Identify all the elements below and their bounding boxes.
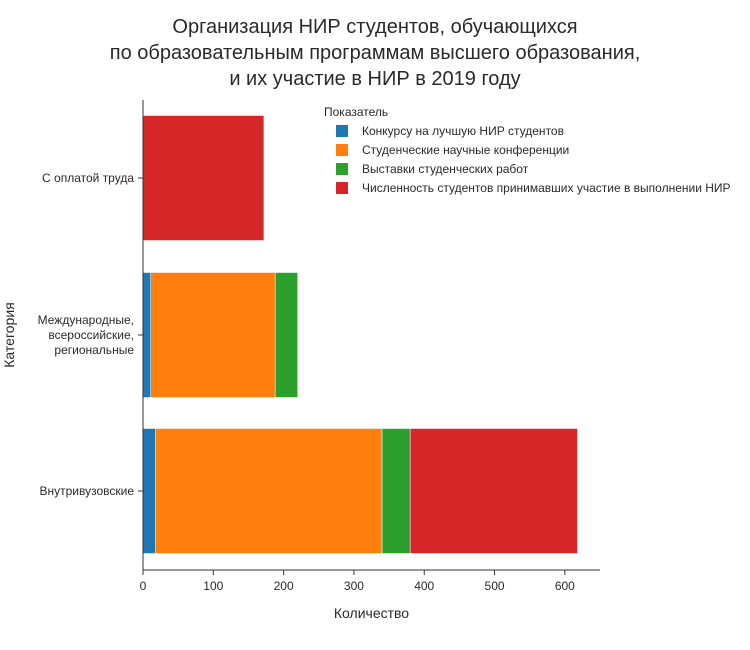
y-tick-label: всероссийские,: [48, 328, 134, 342]
x-tick-label: 200: [274, 579, 294, 593]
legend-swatch: [336, 125, 348, 137]
x-tick-label: 400: [414, 579, 434, 593]
bar-segment: [155, 428, 383, 554]
legend-swatch: [336, 163, 348, 175]
legend: Показатель Конкурсу на лучшую НИР студент…: [324, 105, 731, 195]
legend-swatch: [336, 144, 348, 156]
x-tick-label: 500: [485, 579, 505, 593]
bar-segment: [381, 428, 411, 554]
bar-segment: [274, 272, 298, 398]
bars-group: [142, 115, 578, 554]
legend-label: Студенческие научные конференции: [362, 143, 569, 157]
chart-title-line: и их участие в НИР в 2019 году: [229, 68, 520, 90]
x-tick-label: 0: [140, 579, 147, 593]
y-axis-title: Категория: [1, 302, 17, 367]
bar-segment: [409, 428, 578, 554]
legend-label: Конкурсу на лучшую НИР студентов: [362, 124, 564, 138]
y-tick-label: Внутривузовские: [39, 484, 134, 498]
x-axis-title: Количество: [334, 605, 409, 621]
bar-segment: [142, 115, 265, 241]
y-tick-labels: С оплатой труда Международные,всероссийск…: [38, 171, 135, 498]
bar-segment: [150, 272, 276, 398]
chart-title: Организация НИР студентов, обучающихся по…: [110, 16, 641, 90]
legend-swatch: [336, 182, 348, 194]
chart-title-line: по образовательным программам высшего об…: [110, 42, 641, 64]
legend-label: Численность студентов принимавших участи…: [362, 181, 731, 195]
legend-title: Показатель: [324, 105, 388, 119]
bar-segment: [142, 272, 151, 398]
x-tick-label: 100: [203, 579, 223, 593]
y-tick-label: региональные: [54, 343, 134, 357]
y-tick-label: Международные,: [38, 313, 134, 327]
y-tick-label: С оплатой труда: [42, 171, 134, 185]
x-tick-label: 300: [344, 579, 364, 593]
x-tick-label: 600: [555, 579, 575, 593]
bar-segment: [142, 428, 156, 554]
legend-label: Выставки студенческих работ: [362, 162, 529, 176]
axes-group: [138, 100, 600, 575]
chart-title-line: Организация НИР студентов, обучающихся: [172, 16, 577, 38]
x-tick-labels: 0 100 200 300 400 500 600: [140, 579, 576, 593]
